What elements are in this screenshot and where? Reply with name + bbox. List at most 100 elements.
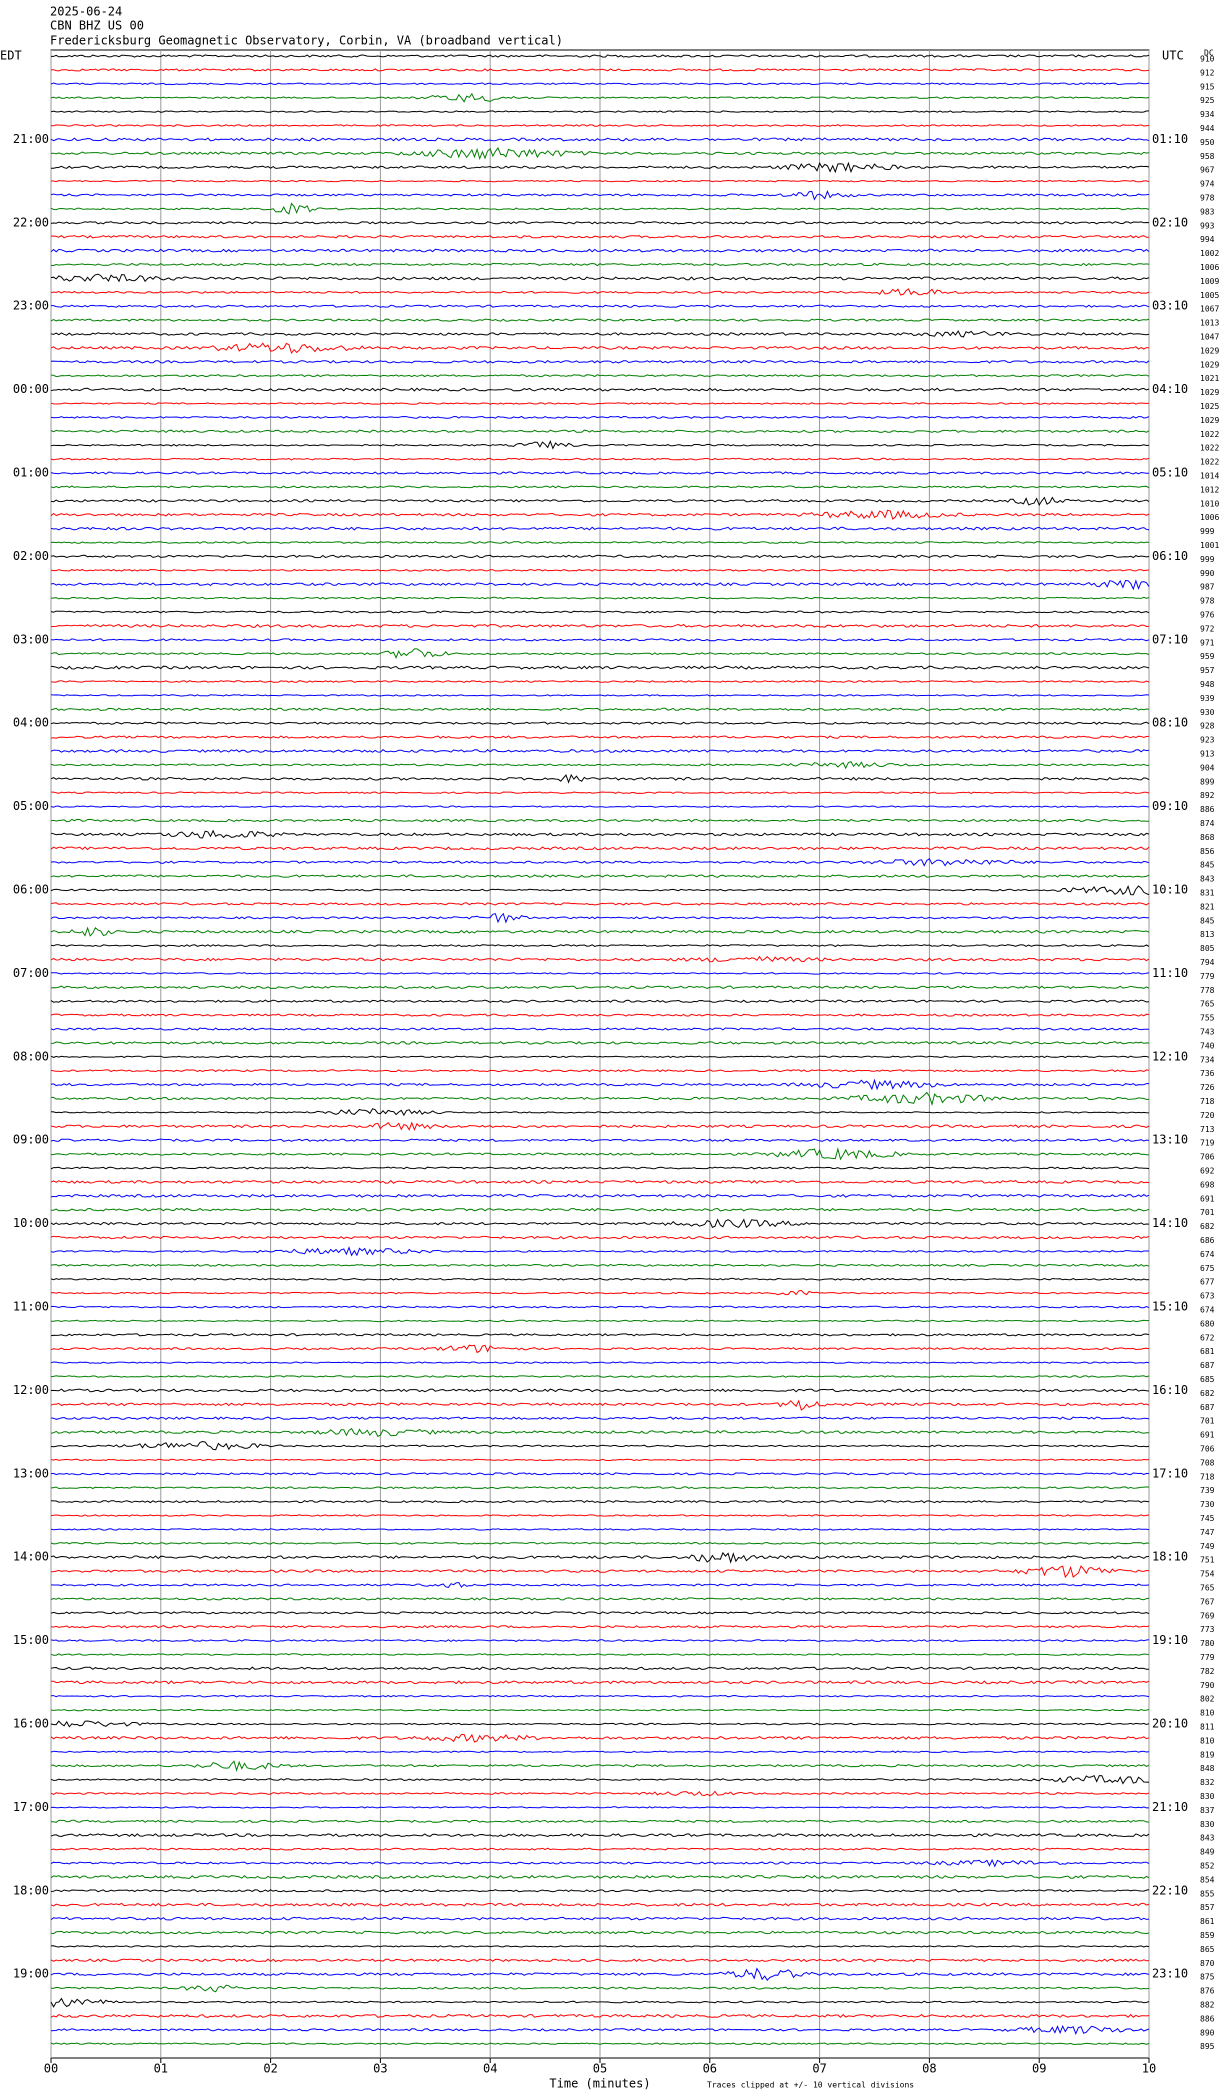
right-time-label: 03:10 <box>1152 299 1188 313</box>
trace <box>50 1889 1150 1893</box>
trace <box>50 161 1150 174</box>
right-time-label: 10:10 <box>1152 883 1188 897</box>
trace <box>50 429 1150 434</box>
trace <box>50 999 1150 1003</box>
left-time-label: 10:00 <box>13 1216 49 1230</box>
trace <box>50 1333 1150 1337</box>
left-time-label: 01:00 <box>13 466 49 480</box>
trace <box>51 791 1150 794</box>
trace <box>50 415 1150 419</box>
dc-value: 1029 <box>1200 388 1219 397</box>
dc-value: 769 <box>1200 1611 1215 1620</box>
left-time-label: 04:00 <box>13 716 49 730</box>
trace <box>50 1055 1150 1059</box>
trace <box>50 568 1150 572</box>
left-time-label: 19:00 <box>13 1967 49 1981</box>
dc-value: 674 <box>1200 1250 1215 1259</box>
right-time-label: 23:10 <box>1152 1967 1188 1981</box>
trace <box>50 1514 1150 1517</box>
dc-value: 778 <box>1200 986 1215 995</box>
dc-value: 865 <box>1200 1945 1215 1954</box>
trace <box>50 137 1150 142</box>
trace <box>50 221 1150 225</box>
trace <box>50 457 1150 461</box>
trace <box>50 1193 1150 1198</box>
trace <box>50 1708 1150 1712</box>
trace <box>50 1138 1150 1142</box>
dc-value: 1067 <box>1200 305 1219 314</box>
trace <box>50 526 1150 531</box>
dc-value: 875 <box>1200 1973 1215 1982</box>
trace <box>50 1858 1150 1868</box>
x-tick-label: 08 <box>922 2062 936 2076</box>
dc-value: 751 <box>1200 1556 1215 1565</box>
dc-value: 739 <box>1200 1486 1215 1495</box>
trace <box>50 735 1150 739</box>
trace <box>50 359 1150 364</box>
dc-value: 773 <box>1200 1625 1215 1634</box>
dc-value: 959 <box>1200 652 1215 661</box>
dc-value: 673 <box>1200 1292 1215 1301</box>
dc-value: 1021 <box>1200 374 1219 383</box>
x-tick-label: 00 <box>44 2062 58 2076</box>
right-time-label: 18:10 <box>1152 1550 1188 1564</box>
trace <box>50 665 1150 670</box>
trace <box>50 1277 1150 1281</box>
trace <box>50 1416 1150 1420</box>
trace <box>50 262 1150 267</box>
dc-value: 874 <box>1200 819 1215 828</box>
trace <box>50 110 1150 113</box>
dc-value: 1012 <box>1200 485 1219 494</box>
note: Traces clipped at +/- 10 vertical divisi… <box>707 2081 914 2090</box>
x-tick-label: 02 <box>263 2062 277 2076</box>
dc-value: 1006 <box>1200 263 1219 272</box>
trace <box>50 1121 1150 1132</box>
trace <box>51 1207 1150 1212</box>
dc-value: 747 <box>1200 1528 1215 1537</box>
dc-value: 672 <box>1200 1333 1215 1342</box>
trace <box>50 1218 1150 1229</box>
dc-value: 767 <box>1200 1597 1215 1606</box>
dc-value: 686 <box>1200 1236 1215 1245</box>
trace <box>50 2042 1150 2045</box>
right-time-label: 02:10 <box>1152 215 1188 229</box>
trace <box>50 273 1150 283</box>
trace <box>50 2024 1150 2036</box>
right-time-label: 01:10 <box>1152 132 1188 146</box>
trace <box>50 541 1150 544</box>
trace <box>50 1720 1150 1728</box>
trace <box>50 1263 1150 1267</box>
dc-value: 915 <box>1200 82 1215 91</box>
trace <box>50 1427 1150 1437</box>
right-time-label: 04:10 <box>1152 382 1188 396</box>
dc-value: 1005 <box>1200 291 1219 300</box>
dc-value: 892 <box>1200 791 1215 800</box>
x-axis-label: Time (minutes) <box>549 2077 650 2091</box>
left-time-label: 21:00 <box>13 132 49 146</box>
dc-value: 687 <box>1200 1361 1215 1370</box>
dc-value: 1001 <box>1200 541 1219 550</box>
trace <box>50 1069 1150 1073</box>
dc-value: 1013 <box>1200 319 1219 328</box>
trace <box>50 330 1150 338</box>
dc-value: 726 <box>1200 1083 1215 1092</box>
dc-value: 1047 <box>1200 333 1219 342</box>
dc-value: 810 <box>1200 1709 1215 1718</box>
trace <box>50 579 1150 591</box>
right-time-label: 08:10 <box>1152 716 1188 730</box>
trace <box>50 318 1150 322</box>
dc-value: 719 <box>1200 1139 1215 1148</box>
dc-value: 682 <box>1200 1222 1215 1231</box>
trace <box>50 1958 1150 1963</box>
trace <box>51 124 1150 127</box>
trace <box>50 749 1150 753</box>
dc-value: 845 <box>1200 861 1215 870</box>
dc-value: 720 <box>1200 1111 1215 1120</box>
trace <box>50 509 1150 520</box>
dc-value: 821 <box>1200 902 1215 911</box>
dc-value: 674 <box>1200 1306 1215 1315</box>
right-time-label: 19:10 <box>1152 1633 1188 1647</box>
trace <box>50 374 1150 378</box>
trace <box>50 1806 1149 1809</box>
